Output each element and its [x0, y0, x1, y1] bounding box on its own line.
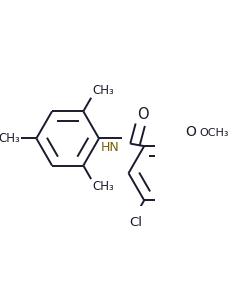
Text: HN: HN [101, 141, 120, 154]
Text: Cl: Cl [129, 217, 142, 229]
Text: CH₃: CH₃ [92, 180, 114, 193]
Text: O: O [137, 107, 149, 122]
Text: CH₃: CH₃ [92, 84, 114, 97]
Text: CH₃: CH₃ [0, 132, 20, 145]
Text: OCH₃: OCH₃ [200, 128, 229, 138]
Text: O: O [185, 125, 196, 139]
